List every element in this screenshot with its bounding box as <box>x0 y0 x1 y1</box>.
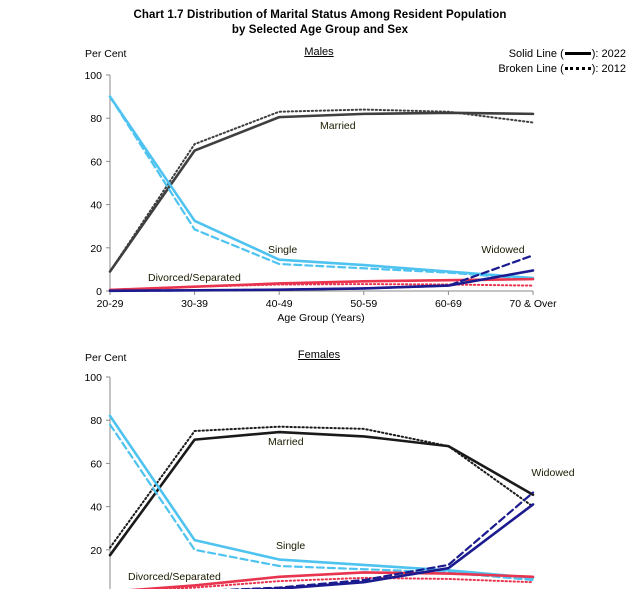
dotted-line-icon <box>564 66 591 70</box>
y-tick-label: 80 <box>90 113 102 125</box>
panel-heading-males: Males <box>304 46 334 58</box>
panel-heading-females: Females <box>297 349 341 361</box>
series-line-widowed-2012 <box>108 254 535 292</box>
series-line-divorced-separated-2022 <box>128 571 535 589</box>
legend-solid-prefix: Solid Line ( <box>508 48 564 60</box>
x-tick-label: 60-69 <box>435 298 462 310</box>
y-tick-label: 0 <box>96 286 102 298</box>
y-tick-label: 80 <box>90 415 102 427</box>
series-line-single-2022 <box>108 414 535 580</box>
series-label-single: Single <box>276 540 305 552</box>
series-line-married-2022 <box>108 111 535 273</box>
series-line-single-2012 <box>108 95 535 281</box>
series-line-widowed-2022 <box>233 503 535 589</box>
series-line-single-2012 <box>108 423 535 582</box>
y-tick-label: 100 <box>84 372 102 384</box>
series-label-widowed: Widowed <box>531 467 574 479</box>
solid-line-icon <box>564 51 591 55</box>
chart-title: Chart 1.7 Distribution of Marital Status… <box>0 0 640 38</box>
legend-broken-suffix: ): 2012 <box>591 63 626 75</box>
series-label-married: Married <box>268 436 304 448</box>
y-tick-label: 40 <box>90 200 102 212</box>
series-label-married: Married <box>320 120 356 132</box>
series-line-married-2012 <box>109 425 534 549</box>
x-tick-label: 40-49 <box>266 298 293 310</box>
y-axis-label-females: Per Cent <box>85 352 127 364</box>
x-tick-label: 50-59 <box>350 298 377 310</box>
series-label-divorced: Divorced/Separated <box>148 272 241 284</box>
chart-legend: Solid Line ( ): 2022 Broken Line ( ): 2012 <box>448 47 626 77</box>
y-axis-label-males: Per Cent <box>85 48 127 60</box>
y-tick-label: 60 <box>90 458 102 470</box>
legend-row-solid: Solid Line ( ): 2022 <box>448 47 626 62</box>
y-tick-label: 0 <box>96 588 102 589</box>
series-line-married-2022 <box>108 430 535 557</box>
series-label-divorced: Divorced/Separated <box>128 571 221 583</box>
legend-row-broken: Broken Line ( ): 2012 <box>448 62 626 77</box>
legend-broken-prefix: Broken Line ( <box>498 63 564 75</box>
y-tick-label: 20 <box>90 545 102 557</box>
legend-solid-suffix: ): 2022 <box>591 48 626 60</box>
x-tick-label: 20-29 <box>97 298 124 310</box>
x-axis-title-males: Age Group (Years) <box>277 312 365 324</box>
chart-plot-males: 100 80 60 40 20 020-29 30-39 40-49 50-59 60-69 70 … <box>84 70 557 310</box>
panel-females: Per Cent Females 10080604020020-2930-394… <box>0 344 640 614</box>
panel-males: Per Cent Males 100 80 60 40 20 0 20-29 30-39 40-… <box>0 44 640 334</box>
chart-title-line-1: Chart 1.7 Distribution of Marital Status… <box>133 9 507 21</box>
x-tick-label: 70 & Over <box>509 298 557 310</box>
series-label-single: Single <box>268 244 297 256</box>
series-line-divorced-separated-2012 <box>109 283 534 292</box>
y-tick-label: 40 <box>90 502 102 514</box>
y-tick-label: 100 <box>84 70 102 82</box>
y-tick-label: 20 <box>90 243 102 255</box>
x-tick-label: 30-39 <box>181 298 208 310</box>
chart-title-line-2: by Selected Age Group and Sex <box>231 24 409 36</box>
series-line-divorced-separated-2012 <box>147 576 534 589</box>
series-line-widowed-2012 <box>221 491 535 589</box>
series-line-married-2012 <box>109 108 534 273</box>
series-label-widowed: Widowed <box>481 244 524 256</box>
chart-plot-females: 10080604020020-2930-3940-4950-5960-6970 … <box>84 372 575 589</box>
y-tick-label: 60 <box>90 156 102 168</box>
